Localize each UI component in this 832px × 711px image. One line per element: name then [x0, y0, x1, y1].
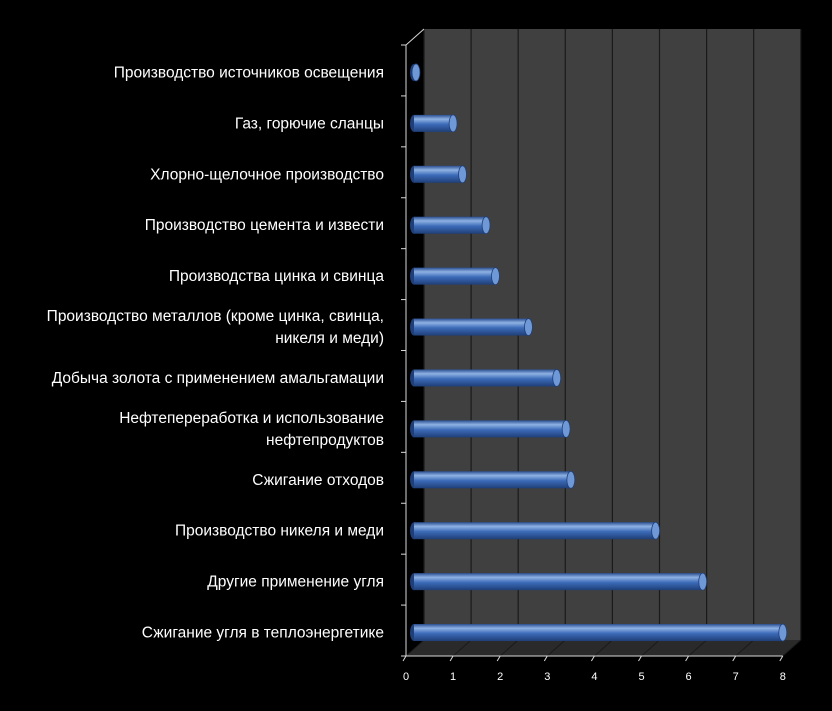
- bar-body: [414, 624, 783, 642]
- bar-body: [414, 420, 567, 438]
- x-tick-mark: [638, 655, 642, 662]
- x-tick-mark: [543, 655, 548, 662]
- bar-end-cap: [552, 369, 562, 387]
- bar-body: [414, 369, 557, 387]
- floor-gridline: [688, 639, 707, 657]
- bar: [410, 419, 571, 438]
- x-tick-label: 3: [544, 671, 550, 683]
- x-tick-label: 7: [733, 671, 739, 683]
- x-tick-labels: 0 1 2 3 4 5 6 7 8: [403, 671, 786, 683]
- x-tick-label: 1: [450, 671, 456, 683]
- bar-end-cap: [481, 216, 491, 235]
- x-tick-label: 5: [638, 671, 644, 683]
- bar-body: [414, 471, 571, 489]
- category-labels: Сжигание угля в теплоэнергетике Другие пр…: [47, 64, 385, 641]
- bar-body: [414, 267, 496, 285]
- x-tick-mark: [685, 655, 690, 662]
- category-label: Сжигание угля в теплоэнергетике: [142, 625, 384, 642]
- bar-end-cap: [411, 63, 421, 82]
- x-tick-mark: [402, 655, 407, 662]
- category-label: Сжигание отходов: [252, 472, 384, 489]
- category-label: нефтепродуктов: [266, 432, 384, 449]
- bar-end-cap: [458, 165, 467, 184]
- bar: [410, 318, 533, 336]
- category-label: Другие применение угля: [207, 574, 384, 591]
- bar: [410, 216, 491, 235]
- floor-gridline: [782, 639, 802, 657]
- axes: [401, 28, 784, 662]
- x-tick-mark: [449, 655, 454, 662]
- category-label: Газ, горючие сланцы: [235, 115, 384, 132]
- bar-end-cap: [566, 470, 576, 489]
- bar-end-cap: [698, 572, 708, 591]
- floor-gridline: [405, 639, 425, 657]
- x-tick-label: 2: [497, 671, 503, 683]
- x-tick-mark: [590, 655, 595, 662]
- bars: [410, 63, 788, 642]
- x-tick-label: 8: [780, 671, 786, 683]
- x-tick-label: 4: [591, 671, 597, 683]
- x-tick-mark: [732, 655, 737, 662]
- bar: [410, 165, 467, 184]
- x-tick-label: 0: [403, 671, 409, 683]
- bar: [410, 470, 576, 489]
- bar-body: [414, 573, 703, 591]
- bar: [410, 521, 661, 540]
- x-tick-label: 6: [686, 671, 692, 683]
- category-label: Производство металлов (кроме цинка, свин…: [47, 308, 384, 325]
- plot-area: [406, 29, 801, 656]
- bar: [410, 63, 421, 82]
- bar-body: [414, 114, 454, 132]
- bar-end-cap: [448, 114, 458, 133]
- bar: [410, 114, 458, 133]
- y-axis-depth-edge: [405, 28, 425, 46]
- floor-gridline: [735, 639, 755, 657]
- category-label: Хлорно-щелочное производство: [150, 166, 384, 183]
- bar-body: [414, 522, 656, 540]
- bar-end-cap: [651, 521, 661, 540]
- bar-end-cap: [524, 318, 533, 336]
- x-tick-mark: [779, 655, 784, 662]
- category-label: Производства цинка и свинца: [169, 268, 385, 285]
- bar: [410, 267, 500, 286]
- bar-body: [414, 216, 487, 234]
- bar-end-cap: [491, 267, 500, 286]
- bar-body: [414, 318, 529, 336]
- floor-gridline: [452, 639, 472, 657]
- floor-gridline: [546, 639, 566, 657]
- category-label: Производство цемента и извести: [145, 217, 384, 234]
- bar-end-cap: [778, 623, 788, 642]
- category-label: Производство никеля и меди: [175, 523, 384, 540]
- bar: [410, 623, 788, 642]
- bar: [410, 572, 708, 591]
- category-label: Добыча золота с применением амальгамации: [52, 370, 384, 387]
- x-tick-mark: [496, 655, 501, 662]
- bar: [410, 369, 562, 387]
- bar-body: [414, 165, 463, 183]
- floor-gridline: [499, 639, 519, 657]
- bar-end-cap: [561, 419, 571, 438]
- floor-gridline: [594, 639, 613, 657]
- category-label: никеля и меди): [275, 330, 384, 347]
- category-label: Нефтепереработка и использование: [119, 410, 384, 427]
- category-label: Производство источников освещения: [114, 64, 384, 81]
- floor-gridline: [641, 639, 660, 657]
